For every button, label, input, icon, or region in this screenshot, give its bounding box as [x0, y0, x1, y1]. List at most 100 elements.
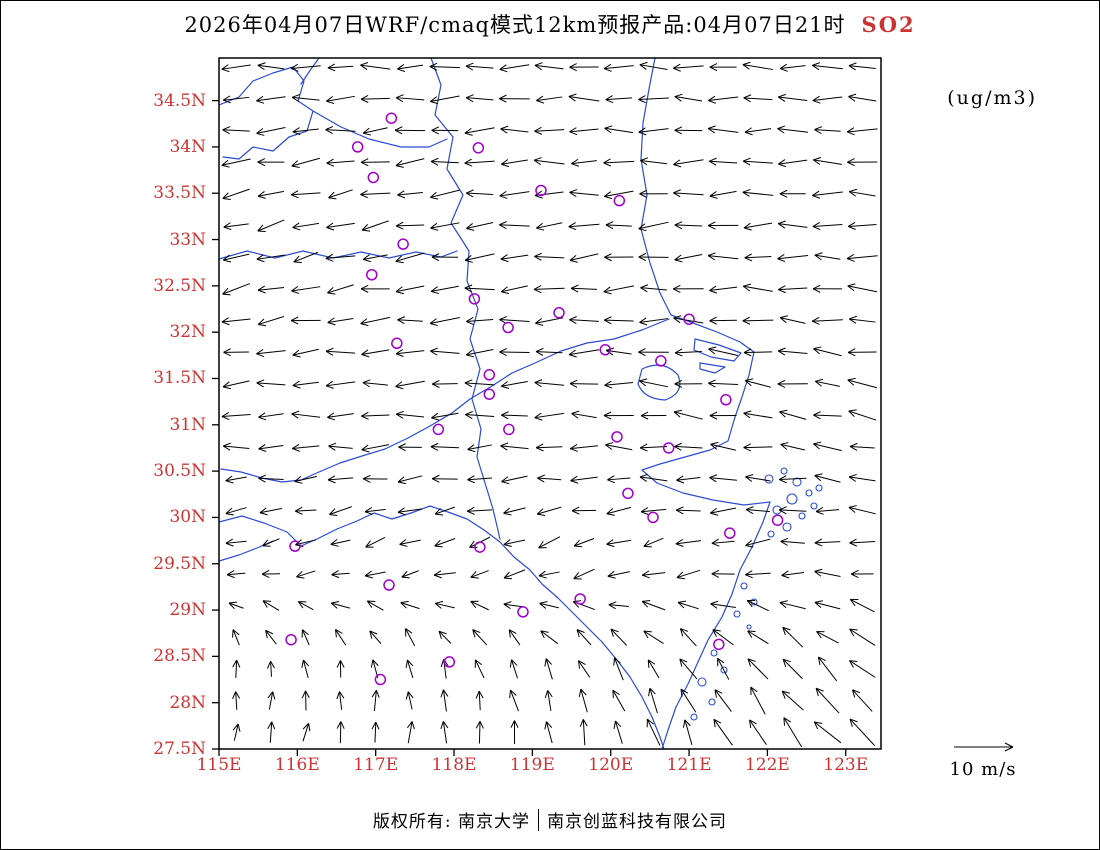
- arrow-shaft: [605, 444, 633, 451]
- arrow-head: [398, 446, 406, 452]
- arrow-head: [431, 290, 440, 295]
- arrow-head: [465, 62, 474, 67]
- arrow-head: [812, 62, 821, 66]
- arrow-shaft: [778, 96, 808, 101]
- wind-arrow: [431, 474, 458, 483]
- arrow-head: [604, 384, 613, 389]
- wind-arrow: [371, 689, 380, 712]
- arrow-head: [292, 448, 300, 452]
- wind-arrow: [544, 721, 553, 744]
- arrow-shaft: [812, 96, 843, 102]
- wind-arrow: [815, 506, 840, 515]
- arrow-head: [847, 285, 855, 292]
- arrow-shaft: [714, 689, 732, 712]
- wind-arrow: [500, 285, 528, 295]
- arrow-head: [501, 414, 509, 420]
- arrow-head: [568, 349, 576, 356]
- arrow-shaft: [326, 350, 356, 354]
- arrow-shaft: [534, 255, 565, 259]
- arrow-head: [221, 68, 230, 73]
- arrow-head: [743, 352, 752, 357]
- wind-arrow: [405, 691, 414, 710]
- arrow-head: [400, 602, 407, 609]
- wind-arrow: [747, 658, 769, 680]
- arrow-shaft: [674, 224, 703, 227]
- arrow-head: [612, 689, 620, 696]
- arrow-head: [371, 721, 377, 730]
- wind-arrow: [360, 62, 391, 70]
- arrow-head: [708, 100, 717, 104]
- arrow-shaft: [361, 220, 389, 231]
- arrow-head: [569, 259, 578, 263]
- wind-arrow: [395, 285, 425, 295]
- arrow-shaft: [256, 127, 286, 134]
- arrow-head: [679, 658, 683, 667]
- arrow-head: [395, 385, 404, 390]
- arrow-head: [292, 349, 300, 356]
- arrow-head: [262, 539, 269, 547]
- arrow-shaft: [603, 160, 635, 164]
- wind-arrow: [499, 190, 530, 199]
- arrow-shaft: [325, 255, 356, 259]
- wind-arrow: [534, 379, 564, 388]
- arrow-head: [814, 473, 823, 477]
- arrow-head: [615, 720, 622, 728]
- wind-arrow: [503, 569, 526, 580]
- arrow-shaft: [847, 379, 878, 389]
- arrow-head: [709, 290, 718, 294]
- wind-arrow: [366, 600, 384, 611]
- station-circle: [502, 321, 514, 334]
- wind-arrow: [405, 628, 416, 647]
- arrow-head: [222, 287, 229, 295]
- arrow-head: [742, 61, 751, 66]
- arrow-head: [430, 286, 438, 292]
- arrow-head: [638, 127, 646, 133]
- arrow-shaft: [265, 630, 277, 645]
- arrow-head: [223, 259, 232, 263]
- station-circle: [383, 579, 395, 591]
- arrow-shaft: [258, 477, 284, 481]
- arrow-head: [676, 479, 685, 484]
- wind-arrow: [680, 688, 697, 713]
- arrow-shaft: [499, 64, 530, 70]
- arrow-shaft: [256, 350, 286, 355]
- arrow-shaft: [365, 508, 386, 513]
- arrow-shaft: [221, 158, 251, 166]
- island-shape: [767, 530, 775, 538]
- arrow-head: [396, 413, 404, 419]
- arrow-head: [640, 157, 649, 161]
- wind-arrow: [640, 157, 667, 166]
- arrow-shaft: [430, 350, 460, 354]
- wind-arrow: [674, 442, 703, 451]
- arrow-head: [747, 630, 753, 638]
- arrow-shaft: [816, 631, 839, 644]
- island-shape: [815, 484, 823, 492]
- wind-arrow: [328, 442, 353, 451]
- arrow-shaft: [464, 287, 495, 291]
- wind-arrow: [569, 379, 599, 388]
- arrow-head: [534, 417, 543, 421]
- wind-arrow: [707, 125, 739, 134]
- station-circle: [483, 388, 496, 400]
- arrow-head: [225, 542, 234, 547]
- arrow-head: [780, 442, 789, 445]
- arrow-head: [779, 602, 787, 608]
- wind-arrow: [570, 443, 598, 452]
- arrow-head: [539, 602, 547, 609]
- arrow-shaft: [295, 509, 317, 512]
- arrow-head: [673, 63, 681, 69]
- wind-arrow: [750, 686, 766, 715]
- arrow-head: [325, 253, 334, 259]
- arrow-head: [395, 255, 403, 262]
- arrow-shaft: [709, 319, 737, 322]
- wind-arrow: [817, 656, 838, 682]
- arrow-head: [405, 691, 409, 700]
- wind-arrow: [742, 316, 774, 325]
- arrow-head: [262, 600, 272, 602]
- wind-arrow: [464, 379, 495, 388]
- wind-arrow: [399, 539, 421, 547]
- arrow-head: [370, 659, 374, 668]
- arrow-head: [610, 628, 614, 637]
- arrow-head: [430, 442, 439, 448]
- arrow-head: [709, 320, 717, 325]
